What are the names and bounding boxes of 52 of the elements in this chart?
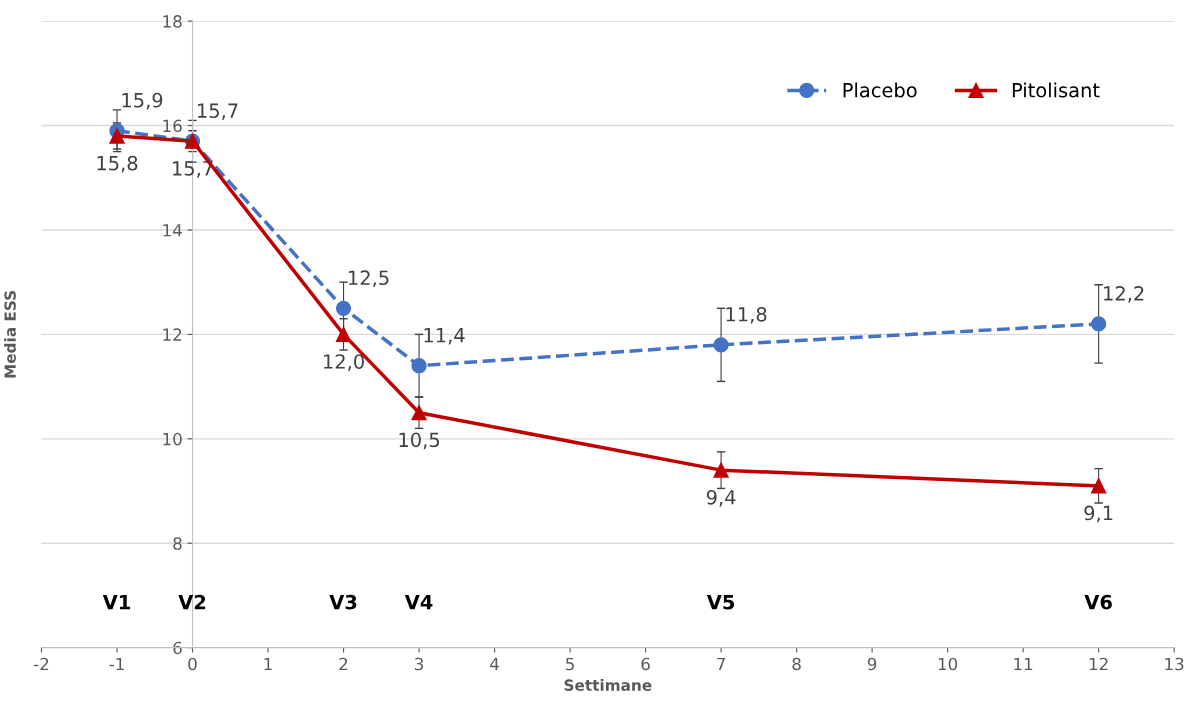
x-tick-label: 3 <box>415 657 424 671</box>
x-axis-title: Settimane <box>564 679 652 691</box>
annotation: V4 <box>404 595 433 610</box>
y-tick-label: 8 <box>173 537 182 550</box>
point <box>411 405 427 421</box>
data-label: 9,1 <box>1084 505 1113 523</box>
point <box>1090 478 1107 494</box>
x-tick-label: 5 <box>566 657 574 671</box>
data-label: 15,7 <box>198 103 238 120</box>
x-tick-label: 1 <box>264 657 272 671</box>
data-label: 15,9 <box>122 92 163 110</box>
point <box>713 337 729 353</box>
y-tick-label: 16 <box>163 119 182 133</box>
x-tick-label: 12 <box>1089 657 1108 671</box>
x-tick-label: 7 <box>717 657 725 671</box>
annotation: V6 <box>1084 594 1112 610</box>
data-label: 15,8 <box>97 155 138 173</box>
legend-label: Placebo <box>843 82 917 98</box>
data-label: 12,0 <box>324 354 364 371</box>
x-tick-label: 13 <box>1165 657 1184 671</box>
y-tick-label: 14 <box>163 224 182 237</box>
x-tick-label: 9 <box>867 657 877 671</box>
x-tick-label: 2 <box>339 657 348 671</box>
data-label: 9,4 <box>706 489 736 507</box>
point <box>109 128 125 144</box>
point <box>411 358 427 374</box>
data-label: 11,4 <box>424 328 465 345</box>
x-tick-label: 6 <box>641 657 650 671</box>
legend-label: Pitolisant <box>1012 82 1100 98</box>
point <box>713 462 729 478</box>
y-axis-title: Media ESS <box>4 290 16 378</box>
y-tick-label: 18 <box>163 15 182 28</box>
point <box>335 300 352 316</box>
data-label: 12,2 <box>1104 286 1144 303</box>
x-tick-label: 10 <box>938 657 958 671</box>
point <box>335 326 352 343</box>
y-tick-label: 10 <box>163 432 182 446</box>
annotation: V3 <box>329 594 357 610</box>
data-label: 11,8 <box>726 306 767 324</box>
data-label: 12,5 <box>349 270 389 288</box>
annotation: V1 <box>102 595 130 610</box>
y-tick-label: 12 <box>163 328 182 341</box>
x-tick-label: -1 <box>109 657 124 671</box>
data-label: 10,5 <box>399 432 439 450</box>
x-tick-label: 11 <box>1014 657 1033 671</box>
x-tick-label: 4 <box>490 657 499 671</box>
point <box>1090 316 1107 332</box>
x-tick-label: 8 <box>792 657 801 671</box>
x-tick-label: -2 <box>34 657 49 671</box>
x-tick-label: 0 <box>188 657 197 671</box>
annotation: V2 <box>178 594 206 610</box>
annotation: V5 <box>706 595 735 610</box>
